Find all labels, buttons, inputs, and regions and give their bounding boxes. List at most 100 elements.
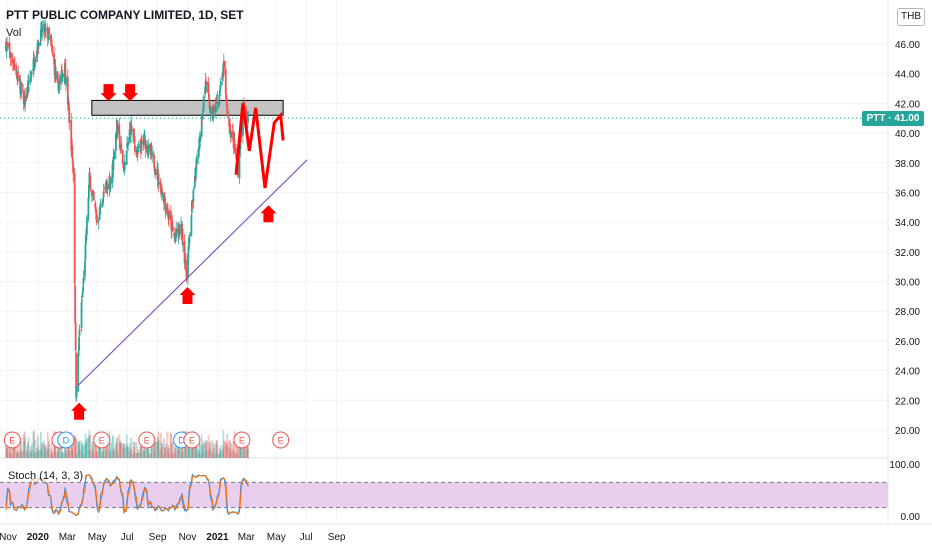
- volume-bar: [89, 434, 92, 458]
- candle-body: [223, 61, 226, 69]
- support-trendline[interactable]: [77, 159, 308, 386]
- candle-body: [233, 139, 236, 150]
- volume-bar: [230, 443, 233, 458]
- candle-body: [15, 69, 18, 73]
- volume-bar: [240, 441, 242, 458]
- candle-body: [13, 64, 16, 67]
- currency-badge[interactable]: THB: [897, 8, 925, 26]
- candle-body: [178, 229, 181, 235]
- earnings-marker[interactable]: [138, 431, 156, 449]
- candle-body: [67, 101, 70, 103]
- candle-body: [72, 163, 75, 174]
- volume-bar: [154, 442, 157, 458]
- candle-body: [49, 35, 52, 41]
- volume-bar: [173, 445, 176, 458]
- candle-body: [61, 75, 64, 82]
- price-axis[interactable]: 20.00 22.00 24.00 26.00 28.00 30.00 32.00 34.00…: [889, 40, 920, 523]
- volume-bar: [116, 452, 119, 458]
- candle-body: [48, 27, 51, 34]
- candle-body: [197, 151, 200, 153]
- candle-body: [19, 86, 22, 95]
- candle-body: [130, 124, 133, 133]
- volume-bar: [36, 451, 39, 458]
- volume-bar: [158, 440, 160, 458]
- volume-bar: [95, 440, 98, 458]
- earnings-markers-layer[interactable]: EEDEEDEEE: [3, 431, 290, 449]
- volume-bar: [115, 438, 118, 458]
- volume-bar: [61, 452, 64, 458]
- earnings-marker[interactable]: [3, 431, 21, 449]
- volume-bar: [224, 441, 227, 458]
- candle-body: [102, 191, 105, 198]
- volume-bar: [182, 450, 184, 458]
- candle-body: [205, 83, 208, 90]
- earnings-marker[interactable]: [272, 431, 290, 449]
- time-tick-label: Jul: [121, 532, 134, 543]
- volume-bar: [6, 448, 8, 458]
- earnings-marker[interactable]: [233, 431, 251, 449]
- projection-layer[interactable]: [234, 103, 285, 189]
- candle-body: [142, 143, 145, 145]
- volume-label: Vol: [6, 27, 22, 39]
- candle-body: [176, 228, 179, 233]
- candle-body: [195, 156, 198, 165]
- volume-bar: [111, 435, 114, 458]
- volume-bar: [180, 444, 183, 458]
- volume-bar: [180, 441, 183, 458]
- time-axis[interactable]: Nov 2020 Mar May Jul Sep Nov 2021 Mar May Jul Sep: [0, 532, 346, 543]
- candle-body: [146, 145, 149, 153]
- candle-body: [65, 78, 68, 83]
- volume-bar: [198, 453, 201, 458]
- candle-body: [169, 210, 172, 220]
- candle-body: [24, 96, 27, 106]
- volume-bar: [197, 449, 200, 458]
- candle-body: [229, 124, 232, 134]
- candle-body: [12, 66, 15, 67]
- volume-bar: [170, 443, 173, 458]
- volume-bar: [139, 452, 142, 458]
- trendline-layer[interactable]: [77, 159, 308, 386]
- candle-body: [71, 145, 74, 159]
- candle-body: [137, 149, 140, 152]
- candle-body: [221, 74, 224, 80]
- volume-bar: [105, 451, 108, 458]
- up-arrow-icon: [71, 402, 88, 420]
- candle-body: [219, 81, 222, 86]
- volume-bar: [190, 440, 193, 458]
- volume-bar: [9, 451, 11, 458]
- volume-bar: [239, 443, 242, 458]
- candle-body: [238, 152, 241, 179]
- candle-body: [228, 118, 231, 127]
- candle-body: [153, 155, 156, 168]
- volume-bar: [128, 443, 131, 458]
- volume-bar: [168, 448, 171, 458]
- volume-bar: [184, 443, 186, 458]
- earnings-marker[interactable]: [183, 431, 201, 449]
- volume-bar: [209, 447, 211, 458]
- candle-body: [113, 151, 116, 160]
- volume-bar: [34, 452, 36, 458]
- candle-body: [132, 132, 135, 136]
- volume-bar: [106, 444, 108, 458]
- stoch-d-line: [5, 474, 249, 516]
- volume-bar: [150, 444, 153, 458]
- volume-bar: [236, 452, 238, 458]
- marker-label: E: [9, 436, 15, 446]
- volume-bar: [156, 442, 158, 458]
- volume-bar: [60, 443, 62, 458]
- price-tick-label: 22.00: [895, 396, 920, 407]
- dividend-marker[interactable]: [57, 431, 75, 449]
- projection-path[interactable]: [234, 103, 285, 189]
- candle-body: [139, 150, 142, 154]
- volume-bar: [19, 448, 22, 458]
- volume-bar: [236, 441, 239, 458]
- earnings-marker[interactable]: [93, 431, 111, 449]
- candle-body: [230, 131, 233, 138]
- volume-bar: [235, 434, 237, 458]
- candle-body: [225, 94, 228, 102]
- candle-body: [68, 107, 71, 123]
- candle-body: [135, 149, 138, 153]
- volume-bar: [137, 448, 139, 458]
- candle-body: [39, 43, 42, 46]
